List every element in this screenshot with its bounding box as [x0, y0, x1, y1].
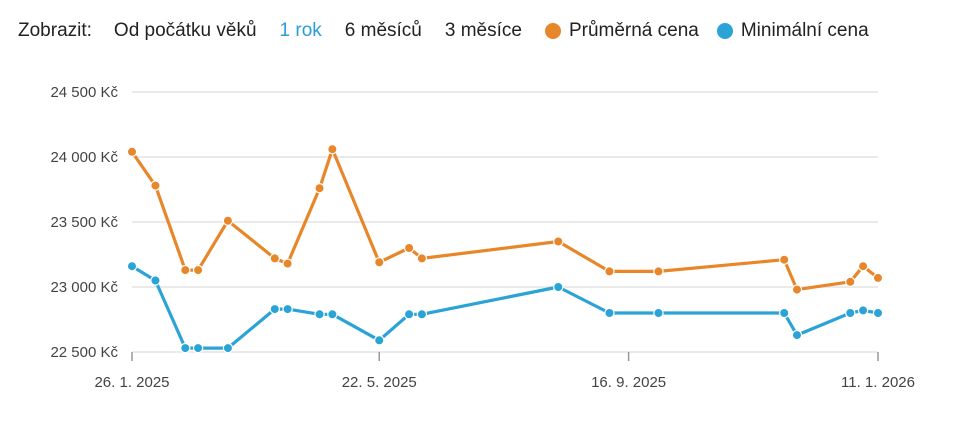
series-line-minimum [130, 264, 880, 350]
data-point-minimum [180, 342, 191, 354]
data-point-average [779, 254, 790, 265]
range-option-1-year[interactable]: 1 rok [279, 20, 322, 41]
data-point-minimum [374, 335, 385, 346]
x-tick-label: 11. 1. 2026 [841, 374, 915, 391]
data-point-average [872, 272, 884, 284]
data-point-average [374, 257, 385, 268]
x-tick-label: 26. 1. 2025 [94, 374, 169, 391]
data-point-minimum [282, 303, 293, 315]
y-tick-label: 23 000 Kč [50, 279, 118, 296]
data-point-minimum [416, 309, 428, 320]
data-point-minimum [269, 303, 281, 315]
legend-item-average[interactable]: Průměrná cena [544, 20, 699, 42]
data-point-minimum [222, 342, 234, 354]
data-point-minimum [845, 307, 856, 319]
range-toolbar: Zobrazit: Od počátku věků 1 rok 6 měsíců… [18, 18, 887, 44]
data-point-minimum [192, 342, 204, 354]
series-line-average [130, 147, 880, 292]
legend-item-minimum[interactable]: Minimální cena [716, 20, 869, 42]
data-point-average [553, 236, 564, 247]
data-point-minimum [314, 309, 325, 320]
legend-average-label: Průměrná cena [568, 20, 699, 41]
legend-minimum-label: Minimální cena [740, 20, 869, 41]
data-point-average [150, 180, 161, 191]
data-point-average [791, 284, 803, 295]
data-point-minimum [553, 281, 564, 293]
legend-minimum-dot-icon [716, 23, 733, 39]
data-point-minimum [604, 307, 615, 319]
data-point-minimum [126, 261, 138, 272]
data-point-average [327, 143, 338, 155]
data-point-average [314, 182, 325, 194]
data-point-minimum [857, 305, 869, 316]
y-tick-label: 24 500 Kč [50, 84, 118, 101]
y-tick-label: 24 000 Kč [50, 149, 118, 166]
data-point-minimum [327, 309, 338, 320]
x-tick-label: 16. 9. 2025 [591, 374, 666, 391]
data-point-minimum [150, 275, 161, 286]
data-point-average [845, 276, 856, 287]
data-point-minimum [779, 307, 790, 319]
data-point-minimum [653, 307, 664, 319]
range-label: Zobrazit: [18, 20, 92, 41]
data-point-average [269, 253, 281, 264]
y-tick-label: 22 500 Kč [50, 344, 118, 361]
data-point-minimum [791, 329, 803, 341]
data-point-average [192, 264, 204, 276]
data-point-average [180, 264, 191, 276]
data-point-average [222, 215, 234, 226]
range-option-all-time[interactable]: Od počátku věků [113, 20, 257, 41]
x-tick-label: 22. 5. 2025 [342, 374, 417, 391]
data-point-average [857, 261, 869, 272]
range-option-6-months[interactable]: 6 měsíců [344, 20, 422, 41]
data-point-average [604, 266, 615, 277]
y-tick-label: 23 500 Kč [50, 214, 118, 231]
data-point-average [653, 266, 664, 277]
data-point-minimum [872, 307, 884, 319]
data-point-average [282, 258, 293, 269]
data-point-average [416, 253, 428, 264]
legend-average-dot-icon [544, 23, 561, 39]
data-point-average [403, 242, 415, 254]
data-point-average [126, 146, 138, 157]
range-option-3-months[interactable]: 3 měsíce [444, 20, 522, 41]
data-point-minimum [403, 309, 415, 320]
